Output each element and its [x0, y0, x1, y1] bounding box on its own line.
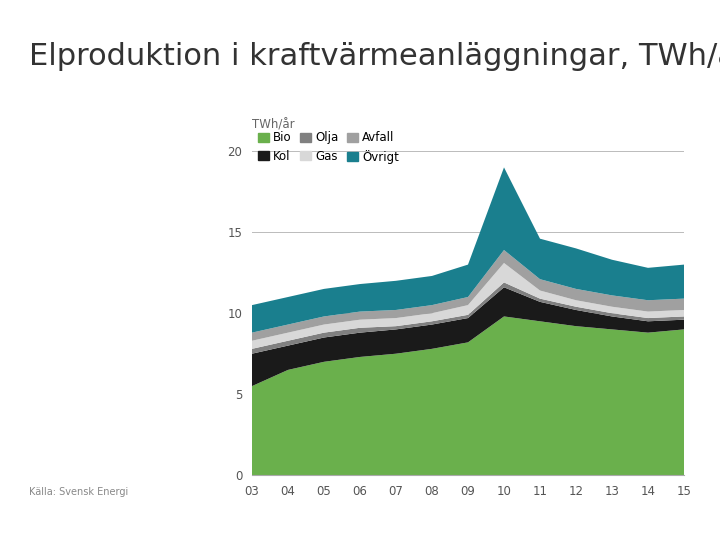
- Legend: Bio, Kol, Olja, Gas, Avfall, Övrigt: Bio, Kol, Olja, Gas, Avfall, Övrigt: [258, 131, 399, 164]
- Text: Elproduktion i kraftvärmeanläggningar, TWh/år: Elproduktion i kraftvärmeanläggningar, T…: [29, 38, 720, 71]
- Text: TWh/år: TWh/år: [252, 119, 294, 132]
- Text: Källa: Svensk Energi: Källa: Svensk Energi: [29, 487, 128, 497]
